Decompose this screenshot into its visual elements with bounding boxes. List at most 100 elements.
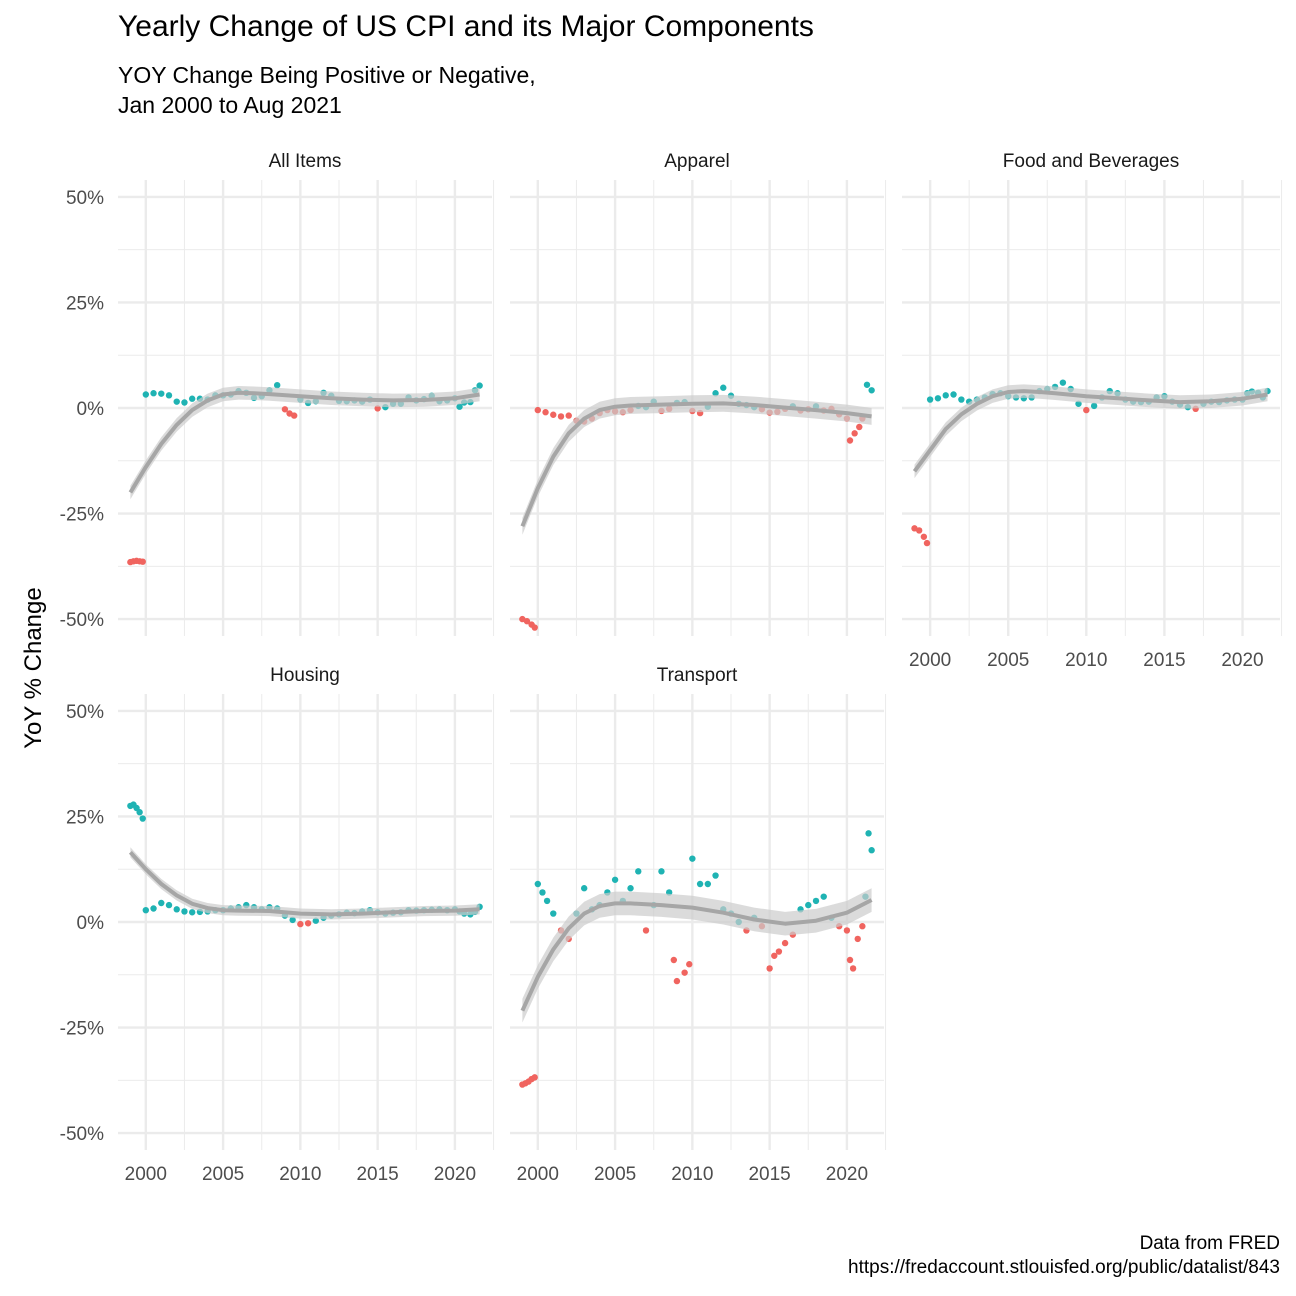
smooth-trend-line — [912, 389, 1268, 473]
data-point — [476, 382, 483, 389]
data-points — [127, 382, 483, 566]
x-tick-label: 2015 — [748, 1164, 790, 1185]
data-point — [374, 405, 381, 412]
data-point — [273, 382, 281, 389]
data-point — [312, 917, 320, 924]
data-point — [297, 920, 304, 928]
subtitle-line-1: YOY Change Being Positive or Negative, — [118, 62, 536, 88]
data-point — [642, 927, 650, 934]
gridlines — [902, 180, 1283, 636]
y-tick-label: 0% — [77, 399, 105, 420]
chart-subtitle: YOY Change Being Positive or Negative, J… — [118, 60, 536, 120]
chart-caption: Data from FRED https://fredaccount.stlou… — [848, 1232, 1280, 1280]
y-tick-label: -25% — [60, 1019, 104, 1040]
data-point — [712, 872, 719, 879]
caption-line-2: https://fredaccount.stlouisfed.org/publi… — [848, 1257, 1280, 1278]
facet-strip-label: All Items — [269, 151, 342, 172]
data-point — [846, 437, 854, 444]
data-point — [851, 430, 858, 437]
facet-transport: Transport 2000 2005 2010 2015 2020 — [510, 665, 887, 1185]
data-point — [704, 880, 712, 888]
data-point — [863, 381, 871, 388]
data-point — [627, 885, 634, 892]
x-tick-label: 2005 — [987, 650, 1029, 671]
smooth-trend-line — [128, 850, 480, 917]
data-point — [775, 948, 783, 955]
data-point — [158, 390, 165, 397]
data-point — [557, 413, 565, 420]
data-point — [531, 624, 538, 631]
data-point — [923, 539, 931, 547]
facet-food-and-beverages: Food and Beverages 2000 2005 2010 2015 2020 — [902, 151, 1283, 671]
y-tick-label: -50% — [60, 1124, 104, 1145]
data-point — [1059, 379, 1067, 386]
data-point — [150, 390, 157, 397]
data-point — [771, 952, 778, 959]
data-point — [712, 390, 719, 397]
data-point — [289, 916, 296, 924]
smooth-trend-line — [520, 401, 872, 527]
x-tick-label: 2005 — [594, 1164, 636, 1185]
data-point — [188, 395, 196, 402]
data-point — [181, 908, 188, 915]
data-point — [843, 927, 851, 934]
data-point — [658, 868, 665, 875]
data-point — [854, 935, 861, 943]
data-point — [958, 396, 965, 403]
y-tick-label: -25% — [60, 505, 104, 526]
data-point — [681, 969, 688, 976]
data-point — [942, 392, 949, 399]
x-tick-label: 2000 — [909, 650, 951, 671]
data-point — [611, 876, 619, 883]
data-point — [142, 391, 150, 398]
chart-title: Yearly Change of US CPI and its Major Co… — [118, 10, 814, 43]
facet-strip-label: Apparel — [664, 151, 730, 172]
data-point — [565, 412, 572, 419]
data-point — [670, 956, 678, 964]
x-tick-label: 2020 — [826, 1164, 868, 1185]
y-tick-label: 50% — [66, 702, 104, 723]
data-point — [158, 899, 165, 907]
data-point — [820, 893, 827, 900]
data-point — [859, 923, 866, 930]
data-point — [849, 965, 857, 972]
x-tick-label: 2020 — [1221, 650, 1263, 671]
data-point — [580, 885, 588, 892]
facet-apparel: Apparel — [510, 151, 887, 636]
data-point — [290, 412, 298, 419]
data-point — [720, 384, 727, 391]
x-tick-label: 2010 — [671, 1164, 713, 1185]
data-point — [846, 956, 854, 964]
data-point — [926, 396, 934, 403]
data-point — [173, 906, 180, 913]
data-point — [136, 809, 143, 816]
facet-strip-label: Food and Beverages — [1003, 151, 1179, 172]
subtitle-line-2: Jan 2000 to Aug 2021 — [118, 92, 342, 118]
x-tick-label: 2010 — [1065, 650, 1107, 671]
data-point — [188, 909, 196, 916]
data-point — [181, 399, 188, 406]
data-point — [950, 391, 957, 398]
data-point — [635, 868, 642, 875]
facet-all-items: All Items -50% -25% 0% 25% 50% — [60, 151, 495, 636]
data-point — [304, 920, 312, 927]
data-point — [673, 977, 681, 985]
data-point — [173, 398, 180, 405]
x-tick-label: 2015 — [1143, 650, 1185, 671]
x-tick-label: 2000 — [517, 1164, 559, 1185]
data-point — [543, 897, 551, 905]
data-point — [1090, 402, 1098, 410]
caption-line-1: Data from FRED — [1139, 1233, 1280, 1254]
x-tick-label: 2015 — [356, 1164, 398, 1185]
data-point — [150, 905, 157, 912]
data-point — [1083, 406, 1090, 414]
data-point — [531, 1074, 538, 1081]
data-point — [934, 395, 942, 402]
facet-strip-label: Housing — [270, 665, 340, 686]
smooth-trend-line — [520, 898, 873, 1012]
data-point — [856, 423, 863, 431]
smooth-trend-line — [128, 390, 480, 494]
data-point — [165, 901, 173, 909]
data-point — [165, 392, 173, 399]
